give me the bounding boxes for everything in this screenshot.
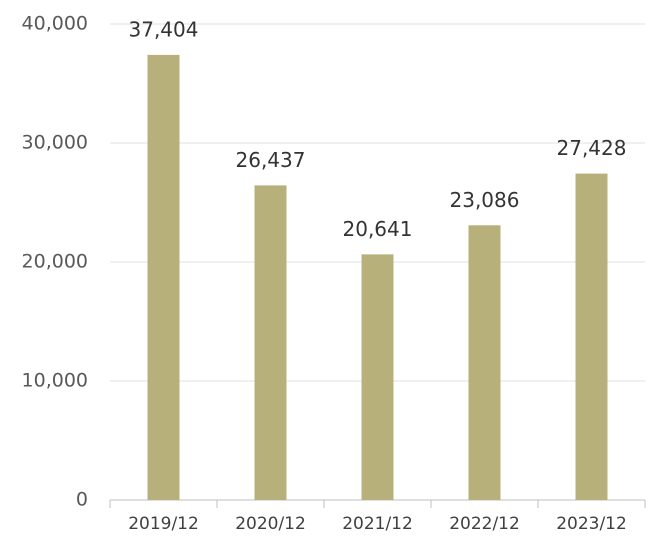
y-tick-label: 40,000 bbox=[22, 13, 88, 35]
x-tick-label: 2021/12 bbox=[342, 514, 413, 534]
y-tick-label: 0 bbox=[76, 489, 88, 511]
bar bbox=[361, 254, 394, 500]
x-tick-label: 2023/12 bbox=[556, 514, 627, 534]
bar bbox=[254, 185, 287, 500]
y-tick-label: 20,000 bbox=[22, 251, 88, 273]
y-tick-label: 30,000 bbox=[22, 132, 88, 154]
value-label: 20,641 bbox=[343, 217, 413, 241]
x-tick-label: 2022/12 bbox=[449, 514, 520, 534]
value-label: 23,086 bbox=[450, 188, 520, 212]
x-tick-label: 2019/12 bbox=[128, 514, 199, 534]
x-tick-label: 2020/12 bbox=[235, 514, 306, 534]
bar bbox=[147, 54, 180, 501]
y-tick-label: 10,000 bbox=[22, 370, 88, 392]
value-label: 26,437 bbox=[236, 148, 306, 172]
bar bbox=[575, 173, 608, 500]
value-label: 27,428 bbox=[557, 136, 627, 160]
value-label: 37,404 bbox=[129, 17, 199, 41]
bar bbox=[468, 225, 501, 500]
